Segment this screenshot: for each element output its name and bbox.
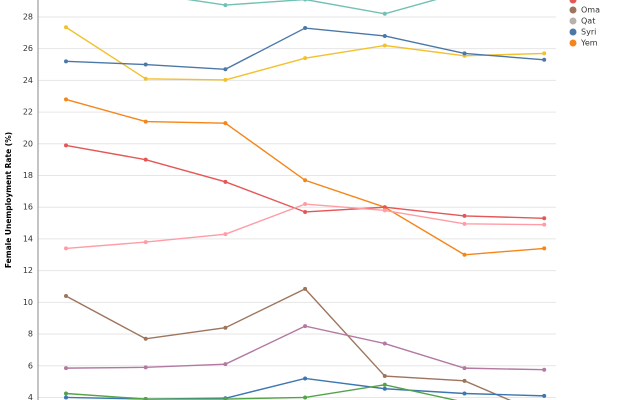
- y-tick-label: 28: [23, 12, 33, 21]
- data-point: [542, 222, 547, 227]
- data-point: [64, 25, 68, 30]
- data-point: [542, 57, 547, 62]
- data-point: [382, 208, 387, 213]
- y-tick-label: 6: [28, 361, 33, 370]
- data-point: [382, 205, 387, 210]
- y-tick-label: 8: [28, 330, 33, 339]
- data-point: [462, 378, 467, 383]
- data-point: [143, 76, 148, 81]
- data-point: [143, 365, 148, 370]
- data-point: [64, 391, 68, 396]
- series-line: [65, 98, 545, 256]
- data-point: [542, 246, 547, 251]
- y-tick-label: 14: [23, 234, 33, 243]
- data-point: [223, 121, 228, 126]
- data-point: [382, 341, 387, 346]
- data-point: [303, 56, 308, 61]
- data-point: [303, 286, 308, 291]
- data-point: [223, 77, 228, 82]
- data-point: [223, 3, 228, 8]
- data-point: [64, 293, 68, 298]
- data-point: [143, 397, 148, 400]
- series-line: [65, 325, 545, 371]
- data-point: [143, 336, 148, 341]
- data-point: [303, 209, 308, 214]
- data-point: [542, 51, 547, 56]
- data-point: [542, 393, 547, 398]
- y-tick-label: 4: [28, 393, 33, 400]
- y-tick-label: 10: [23, 298, 33, 307]
- data-point: [64, 395, 68, 400]
- data-point: [382, 374, 387, 379]
- y-tick-label: 22: [23, 108, 33, 117]
- data-point: [303, 324, 308, 329]
- legend-label: Oma: [581, 6, 600, 15]
- data-point: [382, 11, 387, 16]
- data-point: [303, 376, 308, 381]
- data-point: [462, 366, 467, 371]
- data-point: [542, 367, 547, 372]
- legend-swatch: [569, 28, 577, 36]
- data-point: [64, 143, 68, 148]
- data-point: [64, 97, 68, 102]
- data-point: [143, 119, 148, 124]
- y-tick-label: 12: [23, 266, 33, 275]
- data-point: [303, 395, 308, 400]
- data-point: [303, 178, 308, 183]
- data-point: [462, 213, 467, 218]
- legend-label: Qat: [581, 17, 595, 26]
- data-point: [143, 240, 148, 245]
- data-point: [303, 202, 308, 207]
- data-point: [64, 366, 68, 371]
- legend-swatch: [569, 0, 577, 4]
- data-point: [382, 33, 387, 38]
- y-tick-label: 24: [23, 76, 33, 85]
- data-point: [462, 391, 467, 396]
- legend-swatch: [569, 6, 577, 14]
- data-point: [382, 382, 387, 387]
- data-point: [382, 386, 387, 391]
- y-tick-label: 20: [23, 139, 33, 148]
- data-point: [462, 221, 467, 226]
- data-point: [143, 157, 148, 162]
- legend-swatch: [569, 39, 577, 47]
- data-point: [542, 216, 547, 221]
- data-point: [462, 51, 467, 56]
- data-point: [64, 246, 68, 251]
- y-tick-label: 26: [23, 44, 33, 53]
- data-point: [303, 0, 308, 2]
- y-axis-label: Female Unemployment Rate (%): [4, 132, 13, 268]
- data-point: [462, 252, 467, 257]
- y-tick-label: 16: [23, 203, 33, 212]
- data-point: [223, 397, 228, 400]
- data-point: [303, 26, 308, 31]
- data-point: [223, 67, 228, 72]
- y-tick-label: 18: [23, 171, 33, 180]
- data-point: [223, 325, 228, 330]
- data-point: [64, 59, 68, 64]
- data-point: [223, 232, 228, 237]
- data-point: [223, 179, 228, 184]
- legend-label: Yem: [580, 39, 598, 48]
- series-line: [186, 0, 437, 15]
- data-point: [223, 362, 228, 367]
- data-point: [143, 62, 148, 67]
- series-line: [65, 288, 512, 400]
- legend-swatch: [569, 17, 577, 25]
- legend-label: Syri: [581, 28, 596, 37]
- data-point: [382, 43, 387, 48]
